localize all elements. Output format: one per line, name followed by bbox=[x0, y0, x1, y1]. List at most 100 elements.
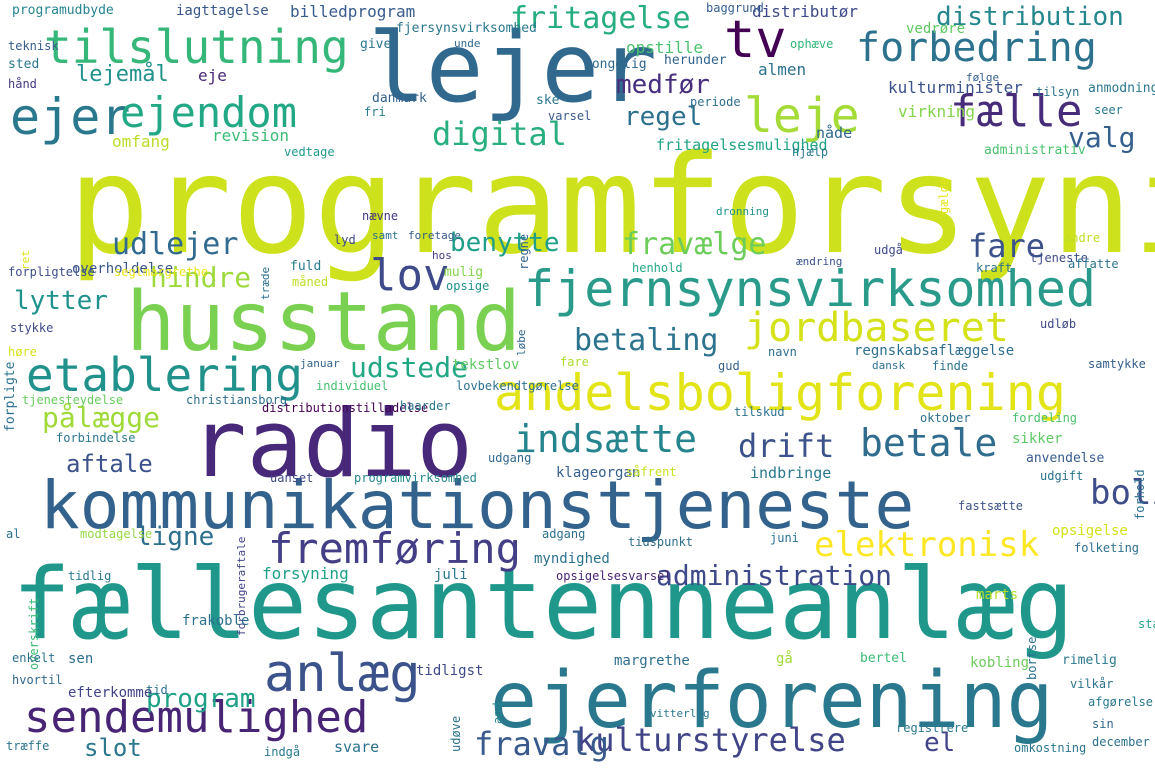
word-overholdelse: administrativ bbox=[984, 143, 1086, 158]
word-radio: radio bbox=[190, 390, 473, 499]
word-udgift: forbindelse bbox=[56, 431, 136, 445]
word-faelle: fælle bbox=[950, 86, 1083, 137]
word-dronning: mulig bbox=[444, 265, 484, 280]
word-virkning: hjælp bbox=[792, 145, 829, 159]
word-fare-small: tjenesteydelse bbox=[22, 393, 124, 407]
word-distribution: distribution bbox=[936, 2, 1124, 32]
word-faellesantenneanlaeg: fællesantenneanlæg bbox=[12, 548, 1075, 662]
word-lytter: lytter bbox=[14, 286, 108, 316]
word-leje: leje bbox=[744, 88, 860, 144]
word-frakoble: myndighed bbox=[534, 551, 610, 567]
word-teknisk: herunder bbox=[664, 53, 727, 68]
word-varsel: danmark bbox=[372, 91, 427, 106]
word-registrere: vilkår bbox=[1070, 677, 1114, 691]
word-paalaegge: pålægge bbox=[42, 401, 161, 434]
word-foretagende: svare bbox=[334, 738, 380, 756]
word-aftale: program bbox=[146, 684, 256, 714]
word-hjaelp: omfang bbox=[112, 132, 170, 151]
word-individuel: forpligte bbox=[3, 361, 18, 432]
word-fri: give bbox=[360, 37, 392, 52]
word-distributionstilladelse: regnskabsaflæggelse bbox=[854, 343, 1015, 359]
word-lejer: lejer bbox=[368, 12, 657, 124]
word-ske: unde bbox=[454, 37, 481, 50]
word-regnskabsaflaeggelse: finde bbox=[932, 359, 969, 373]
word-udstede: udstede bbox=[350, 351, 469, 384]
word-opsigelse: såfrent bbox=[626, 465, 677, 479]
word-el: fravalg bbox=[474, 725, 609, 763]
word-navn: løbe bbox=[515, 329, 528, 357]
word-naade: vedtage bbox=[284, 145, 335, 159]
word-indbringe: anvendelse bbox=[1026, 451, 1105, 466]
word-tidlig: adgang bbox=[542, 527, 586, 541]
word-administrativ: følge bbox=[966, 71, 1000, 84]
word-opstille: iagttagelse bbox=[176, 3, 269, 19]
word-benytte: benytte bbox=[450, 228, 560, 258]
word-tjeneste: udgå bbox=[874, 243, 903, 257]
word-traede: foretage bbox=[408, 229, 461, 242]
word-billedprogram: eje bbox=[198, 66, 227, 85]
word-tilskud: christiansborg bbox=[186, 393, 288, 407]
word-andelsboligforening: andelsboligforening bbox=[494, 364, 1066, 422]
word-indgaa: sin bbox=[1092, 717, 1114, 731]
word-saafrent: udgang bbox=[488, 451, 532, 465]
word-lejemaal: lejemål bbox=[76, 62, 169, 87]
word-fremfoering: fremføring bbox=[268, 524, 521, 573]
word-program: ligne bbox=[136, 522, 215, 552]
word-rimelig: gå bbox=[776, 651, 793, 667]
word-vitterlig: tid bbox=[146, 683, 168, 697]
word-hindre: hindre bbox=[150, 261, 252, 294]
word-sendemulighed: sendemulighed bbox=[24, 692, 369, 743]
word-gud: fare bbox=[560, 355, 589, 369]
word-haarder: tekstlov bbox=[452, 357, 520, 373]
word-christiansborg: udløb bbox=[1040, 317, 1077, 331]
word-kongelig: programudbyde bbox=[12, 3, 114, 18]
word-gaelde: seer bbox=[1094, 103, 1123, 117]
word-foretage: fuld bbox=[290, 259, 322, 274]
word-adgang: folketing bbox=[1074, 541, 1140, 555]
word-forbrugeraftale: marts bbox=[976, 587, 1019, 603]
word-samtykke: navn bbox=[768, 345, 797, 359]
word-valg: valg bbox=[1068, 121, 1136, 154]
word-klageorgan: sikker bbox=[1012, 431, 1063, 447]
word-tilslutning: tilslutning bbox=[44, 20, 349, 74]
word-bertel: sen bbox=[68, 651, 94, 667]
word-forpligtelse: gælde bbox=[937, 177, 951, 214]
word-fjersynsvirksomhed: billedprogram bbox=[290, 2, 416, 21]
word-loebe: januar bbox=[300, 357, 340, 370]
word-hvortil: rimelig bbox=[1062, 653, 1117, 668]
word-administration: administration bbox=[656, 559, 893, 592]
word-udgang: udgift bbox=[1040, 469, 1084, 483]
word-sikker: oktober bbox=[920, 411, 971, 425]
word-forsyning: tidspunkt bbox=[628, 535, 694, 549]
word-fritagelse: fritagelse bbox=[510, 1, 691, 36]
word-betale: betale bbox=[860, 421, 998, 465]
word-regel: regel bbox=[624, 102, 703, 132]
word-gaa: stadfæste bbox=[1138, 617, 1155, 631]
word-fordeling: haarder bbox=[400, 399, 451, 413]
word-bolig: el bbox=[924, 728, 956, 758]
word-lovbekendtgoerelse: individuel bbox=[316, 379, 389, 393]
word-sin: vitterlig bbox=[650, 707, 710, 720]
word-elektronisk: elektronisk bbox=[814, 525, 1040, 565]
word-kobling: margrethe bbox=[614, 653, 690, 669]
word-tjenesteydelse: stykke bbox=[10, 321, 54, 335]
word-sted: ophæve bbox=[790, 37, 834, 51]
word-opsige: træde bbox=[259, 266, 272, 300]
word-aendring: regne bbox=[517, 233, 531, 270]
word-medfoer: medfør bbox=[616, 70, 710, 100]
word-udloeb: dansk bbox=[872, 359, 906, 372]
word-indsaette: indsætte bbox=[514, 417, 698, 461]
word-tv: tv bbox=[724, 10, 787, 70]
word-tidspunkt: al bbox=[6, 527, 21, 541]
word-digital: digital bbox=[432, 115, 567, 153]
word-januar: høre bbox=[8, 345, 37, 359]
word-seer: virkning bbox=[898, 102, 976, 121]
word-tidligst: bertel bbox=[860, 651, 907, 666]
word-modtagelse: opsigelse bbox=[1052, 523, 1128, 539]
word-forpligte: affatte bbox=[1068, 257, 1119, 271]
word-enkelt: kobling bbox=[970, 655, 1030, 671]
word-kulturstyrelse: kulturstyrelse bbox=[576, 721, 846, 759]
word-udgaa: dronning bbox=[716, 205, 769, 218]
word-forening: december bbox=[1092, 735, 1150, 749]
word-myndighed: tidlig bbox=[68, 569, 112, 583]
